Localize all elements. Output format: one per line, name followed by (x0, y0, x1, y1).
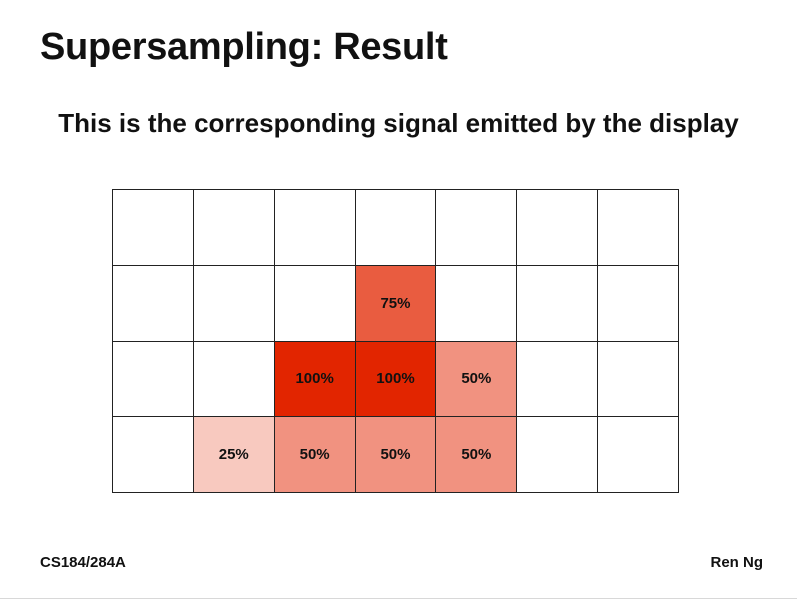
pixel-cell (598, 341, 679, 418)
pixel-cell (274, 265, 356, 342)
pixel-cell (436, 190, 518, 266)
pixel-cell (113, 265, 194, 342)
pixel-cell: 100% (274, 341, 356, 418)
pixel-cell (517, 190, 599, 266)
slide-subtitle: This is the corresponding signal emitted… (58, 108, 739, 138)
pixel-cell (598, 190, 679, 266)
pixel-cell: 100% (355, 341, 437, 418)
pixel-cell (517, 417, 599, 493)
bottom-divider (0, 598, 797, 599)
pixel-cell (436, 265, 518, 342)
pixel-cell (598, 417, 679, 493)
slide-title: Supersampling: Result (40, 26, 448, 68)
pixel-cell: 50% (436, 341, 518, 418)
pixel-cell: 25% (193, 417, 275, 493)
pixel-cell (274, 190, 356, 266)
pixel-cell (113, 190, 194, 266)
pixel-cell: 50% (436, 417, 518, 493)
pixel-grid: 75% 100% 100% 50% 25% 50% 50% 50% (112, 189, 679, 493)
pixel-cell (113, 341, 194, 418)
pixel-cell (598, 265, 679, 342)
pixel-cell: 50% (355, 417, 437, 493)
author-name: Ren Ng (710, 554, 764, 571)
pixel-cell (355, 190, 437, 266)
pixel-cell (517, 341, 599, 418)
course-code: CS184/284A (40, 554, 126, 571)
pixel-cell: 75% (355, 265, 437, 342)
pixel-cell (113, 417, 194, 493)
pixel-cell (517, 265, 599, 342)
pixel-cell (193, 265, 275, 342)
pixel-cell: 50% (274, 417, 356, 493)
pixel-cell (193, 341, 275, 418)
pixel-cell (193, 190, 275, 266)
